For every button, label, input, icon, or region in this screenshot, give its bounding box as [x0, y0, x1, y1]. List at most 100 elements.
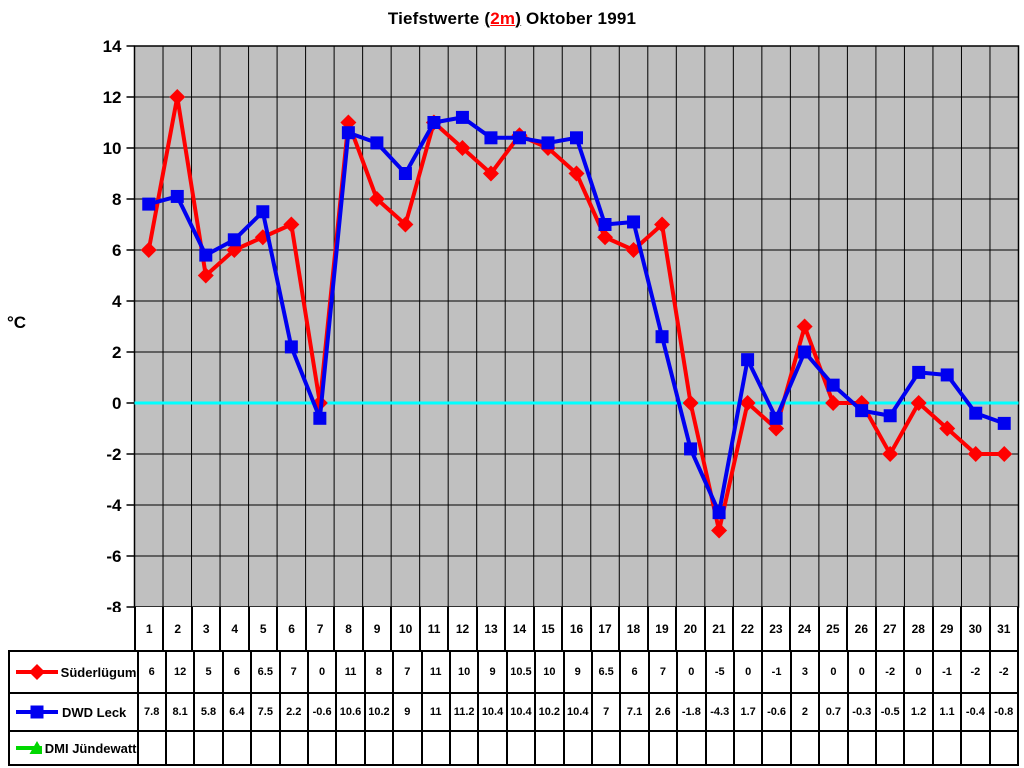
- value-cell-dwd-leck: 10.4: [477, 692, 506, 730]
- day-header-row: 1 2 3 4 5 6 7 8 9 10 11 12 13 14 15 16 17 18 19 20 21 22 23 24 2…: [134, 607, 1019, 651]
- value-cell-dwd-leck: 9: [392, 692, 421, 730]
- series-dwd-leck-marker: [826, 378, 840, 392]
- series-suederluegum-marker: [397, 216, 414, 233]
- value-cell-dmi-juendewatt: [193, 730, 222, 764]
- legend-marker-dmi-juendewatt: [16, 741, 42, 754]
- series-dwd-leck-marker: [370, 136, 384, 150]
- value-cell-dwd-leck: -0.8: [988, 692, 1017, 730]
- y-axis-tick-label: 2: [112, 343, 121, 362]
- day-header-cell: 11: [418, 607, 447, 651]
- chart-title-text: Tiefstwerte: [387, 9, 485, 28]
- series-suederluegum-marker: [368, 191, 385, 207]
- day-header-cell: 6: [276, 607, 304, 651]
- legend-entry-suederluegum: Süderlügum: [10, 652, 137, 692]
- series-suederluegum-marker: [197, 267, 214, 284]
- series-dwd-leck-marker: [142, 197, 156, 211]
- value-cell-suederluegum: 6: [221, 652, 250, 692]
- value-cell-suederluegum: 9: [477, 652, 505, 692]
- plot-background: [134, 46, 1019, 607]
- series-dwd-leck: [142, 110, 1011, 520]
- value-cell-suederluegum: 0: [732, 652, 761, 692]
- series-dwd-leck-marker: [940, 368, 954, 382]
- day-header-cell: 15: [532, 607, 561, 651]
- legend-triangle-icon: [29, 741, 42, 754]
- value-cell-dwd-leck: 8.1: [164, 692, 194, 730]
- series-dwd-leck-marker: [313, 411, 327, 425]
- series-suederluegum-marker: [910, 395, 927, 411]
- series-dwd-leck-marker: [541, 136, 555, 150]
- value-cell-dmi-juendewatt: [704, 730, 733, 764]
- value-cell-suederluegum: 11: [335, 652, 363, 692]
- series-dwd-leck-marker: [341, 126, 355, 140]
- value-cell-dmi-juendewatt: [534, 730, 563, 764]
- chart-title: Tiefstwerte (2m) Oktober 1991: [0, 9, 1024, 29]
- value-cell-dmi-juendewatt: [250, 730, 279, 764]
- value-cell-suederluegum: -1: [931, 652, 960, 692]
- series-dwd-leck-marker: [598, 218, 612, 231]
- value-cell-dmi-juendewatt: [477, 730, 506, 764]
- series-suederluegum-marker: [482, 165, 499, 182]
- chart-title-date: Oktober 1991: [521, 9, 637, 28]
- value-cell-suederluegum: -2: [960, 652, 988, 692]
- day-header-cell: 2: [162, 607, 190, 651]
- value-cell-suederluegum: 5: [193, 652, 221, 692]
- day-header-cell: 14: [504, 607, 532, 651]
- series-dwd-leck-marker: [655, 330, 669, 344]
- value-cell-dwd-leck: -0.6: [761, 692, 790, 730]
- series-suederluegum-marker: [711, 522, 728, 539]
- series-suederluegum-marker: [882, 446, 899, 462]
- value-cell-dmi-juendewatt: [619, 730, 648, 764]
- value-cell-dwd-leck: 1.1: [931, 692, 961, 730]
- y-axis-tick-label: 12: [103, 88, 122, 107]
- series-dwd-leck-marker: [512, 131, 526, 145]
- value-cell-dmi-juendewatt: [562, 730, 591, 764]
- day-header-cell: 9: [361, 607, 390, 651]
- value-cell-dwd-leck: 7.8: [136, 692, 165, 730]
- value-cell-dwd-leck: 10.4: [562, 692, 591, 730]
- value-cell-suederluegum: 3: [789, 652, 818, 692]
- day-header-cell: 1: [134, 607, 162, 651]
- plot-area: -8 -6 -4 -2 0 2 4 6 8 10 12 14: [103, 37, 1020, 612]
- day-header-cell: 19: [646, 607, 675, 651]
- value-cell-dwd-leck: 10.6: [335, 692, 364, 730]
- value-cell-dwd-leck: -1.8: [676, 692, 705, 730]
- series-dwd-leck-marker: [883, 409, 897, 423]
- y-axis-tick-label: -6: [106, 547, 121, 566]
- day-header-cell: 5: [247, 607, 276, 651]
- day-header-cell: 30: [960, 607, 988, 651]
- value-cell-suederluegum: -2: [988, 652, 1017, 692]
- day-header-cell: 4: [219, 607, 247, 651]
- y-axis-tick-label: 10: [103, 139, 122, 158]
- value-cell-dwd-leck: 10.4: [505, 692, 535, 730]
- value-cell-suederluegum: 12: [164, 652, 193, 692]
- series-dwd-leck-marker: [427, 116, 441, 129]
- series-dwd-leck-marker: [484, 131, 498, 145]
- series-suederluegum-marker: [140, 242, 157, 258]
- y-axis-tick-label: 6: [112, 241, 121, 260]
- y-axis-tick-label: 8: [112, 190, 121, 209]
- y-axis-tick-label: -2: [106, 445, 121, 464]
- value-cell-dwd-leck: 11.2: [448, 692, 478, 730]
- series-suederluegum-marker: [597, 229, 614, 246]
- value-cell-dmi-juendewatt: [221, 730, 251, 764]
- value-cell-dmi-juendewatt: [647, 730, 677, 764]
- series-suederluegum-marker: [169, 89, 186, 105]
- series-dwd-leck-marker: [997, 416, 1011, 430]
- y-axis-tick-label: 0: [112, 394, 121, 413]
- value-cell-dmi-juendewatt: [960, 730, 989, 764]
- value-cell-dmi-juendewatt: [903, 730, 932, 764]
- value-cell-suederluegum: 10.5: [505, 652, 534, 692]
- legend-label-suederluegum: Süderlügum: [60, 664, 137, 680]
- value-cell-dwd-leck: 1.2: [903, 692, 932, 730]
- value-cell-dmi-juendewatt: [789, 730, 819, 764]
- series-dwd-leck-marker: [284, 340, 298, 354]
- value-cell-dwd-leck: 2.6: [647, 692, 677, 730]
- day-header-cell: 10: [390, 607, 418, 651]
- day-header-cell: 23: [760, 607, 789, 651]
- value-cell-dwd-leck: 10.2: [534, 692, 563, 730]
- value-cell-dmi-juendewatt: [306, 730, 336, 764]
- legend-label-dmi-juendewatt: DMI Jündewatt: [44, 740, 137, 756]
- value-cell-suederluegum: 0: [846, 652, 875, 692]
- day-header-cell: 8: [333, 607, 361, 651]
